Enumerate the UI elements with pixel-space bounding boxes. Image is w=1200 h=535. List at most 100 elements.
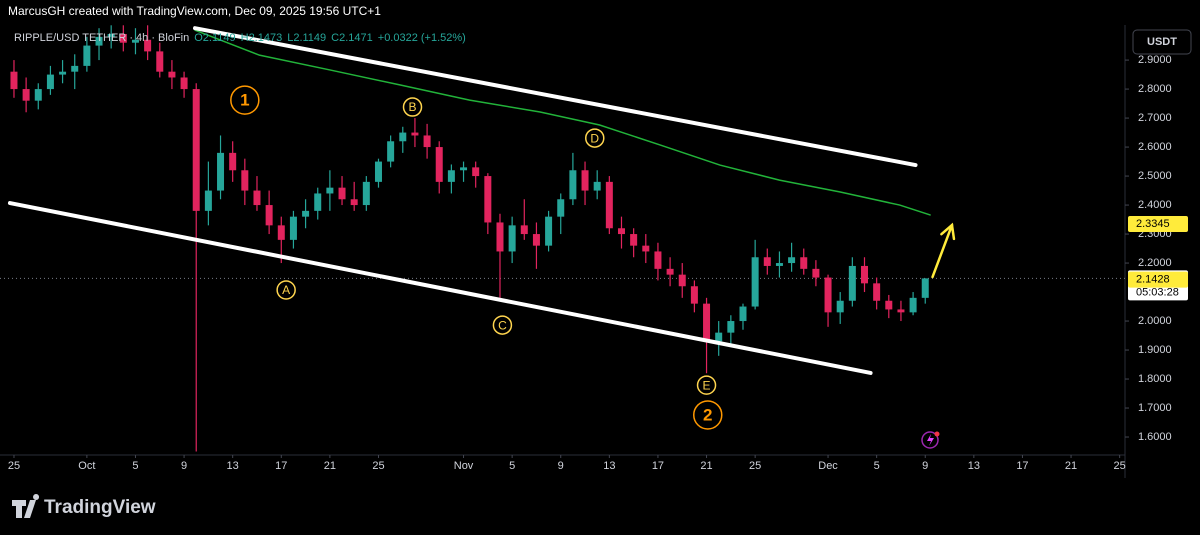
icon-circle[interactable] <box>921 431 939 449</box>
candle-body <box>873 283 881 301</box>
y-tick-label: 1.6000 <box>1138 431 1172 443</box>
x-tick-label: 13 <box>968 460 980 472</box>
icon-dot[interactable] <box>934 431 940 437</box>
y-tick-label: 1.8000 <box>1138 373 1172 385</box>
currency-button[interactable] <box>1132 29 1192 55</box>
candle-body <box>229 152 237 171</box>
brand: TradingView <box>12 494 156 518</box>
legend: RIPPLE/USD TETHER · 4h · BloFin O2.1149 H2… <box>14 32 466 44</box>
icon-bolt[interactable] <box>927 434 934 446</box>
candle-body <box>192 89 200 211</box>
candle-body <box>581 170 589 191</box>
candle-body <box>289 216 297 240</box>
lightning-icon[interactable] <box>921 431 940 449</box>
wave-label: D <box>590 131 599 145</box>
candle-body <box>508 225 516 252</box>
candle-body <box>314 193 322 211</box>
candle-body <box>241 170 249 191</box>
wave-marker <box>402 97 423 117</box>
candle-body <box>131 39 139 43</box>
candle-body <box>909 297 917 313</box>
x-tick-label: 17 <box>275 460 287 472</box>
x-tick-label: 21 <box>1065 460 1077 472</box>
trend-line <box>7 201 873 375</box>
x-tick-label: 5 <box>874 460 880 472</box>
candle-body <box>666 268 674 275</box>
candle-body <box>204 190 212 211</box>
candle-body <box>557 199 565 217</box>
candle-body <box>119 33 127 43</box>
x-tick-label: 17 <box>652 460 664 472</box>
wave-marker <box>492 315 513 335</box>
candle-body <box>739 306 747 322</box>
x-tick-label: 25 <box>8 460 20 472</box>
y-tick-label: 1.7000 <box>1138 402 1172 414</box>
candle-body <box>374 161 382 182</box>
candle-body <box>350 199 358 206</box>
price-tag <box>1128 216 1188 233</box>
x-tick-label: 21 <box>700 460 712 472</box>
arrow-head <box>940 222 956 241</box>
x-tick-label: 25 <box>1114 460 1126 472</box>
candle-body <box>411 132 419 136</box>
brand-logo <box>12 494 40 518</box>
y-tick-label: 2.8000 <box>1138 83 1172 95</box>
candle-body <box>83 45 91 66</box>
candle-body <box>59 71 67 75</box>
header: MarcusGH created with TradingView.com, D… <box>8 4 381 18</box>
y-tick-label: 2.9000 <box>1138 54 1172 66</box>
wave-marker <box>230 85 260 115</box>
legend-value: L2.1149 <box>287 32 326 44</box>
candle-body <box>472 167 480 177</box>
candle-body <box>751 257 759 307</box>
x-tick-label: Nov <box>454 460 474 472</box>
x-tick-label: 17 <box>1016 460 1028 472</box>
candle-body <box>156 51 164 72</box>
wave-label: 1 <box>240 91 249 110</box>
candle-body <box>326 187 334 194</box>
candle-body <box>484 176 492 223</box>
wave-marker <box>693 400 723 430</box>
candle-body <box>545 216 553 246</box>
candle-body <box>775 263 783 266</box>
x-tick-label: 13 <box>603 460 615 472</box>
y-tick-label: 2.4000 <box>1138 199 1172 211</box>
candle-body <box>630 234 638 246</box>
candle-body <box>678 274 686 287</box>
y-tick-label: 2.0000 <box>1138 315 1172 327</box>
candle-body <box>387 141 395 162</box>
candle-body <box>423 135 431 148</box>
candle-body <box>812 268 820 278</box>
candle-body <box>520 225 528 235</box>
candle-body <box>144 39 152 52</box>
candle-body <box>921 278 929 298</box>
x-tick-label: 25 <box>749 460 761 472</box>
candle-body <box>46 74 54 90</box>
wave-marker <box>585 128 605 148</box>
y-tick-label: 1.9000 <box>1138 344 1172 356</box>
wave-label: A <box>282 283 290 297</box>
y-tick-label: 2.6000 <box>1138 141 1172 153</box>
x-tick-label: Dec <box>818 460 838 472</box>
candle-body <box>496 222 504 252</box>
candle-body <box>107 33 115 37</box>
candle-body <box>715 332 723 342</box>
candle-body <box>654 251 662 269</box>
candle-body <box>897 309 905 313</box>
candle-body <box>71 65 79 72</box>
wave-marker <box>696 375 717 395</box>
x-tick-label: Oct <box>78 460 95 472</box>
brand-text: TradingView <box>44 497 156 518</box>
currency[interactable]: USDT <box>1147 36 1177 48</box>
candle-body <box>532 234 540 246</box>
candle-body <box>399 132 407 142</box>
x-tick-label: 5 <box>509 460 515 472</box>
x-tick-label: 9 <box>922 460 928 472</box>
x-tick-label: 9 <box>558 460 564 472</box>
price-tag <box>1128 271 1188 288</box>
candle-body <box>22 89 30 101</box>
y-tick-label: 2.2000 <box>1138 257 1172 269</box>
candle-body <box>836 300 844 313</box>
